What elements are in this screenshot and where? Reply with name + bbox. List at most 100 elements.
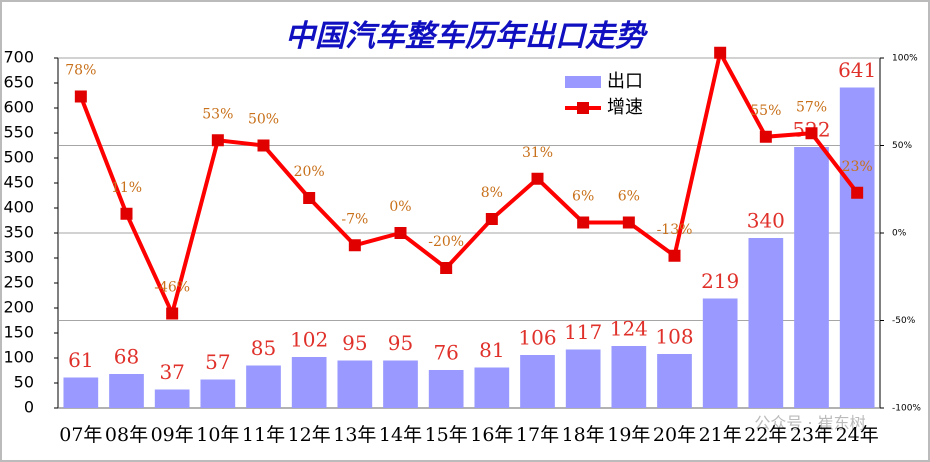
y-tick-label: 200 [3, 298, 34, 317]
bar-value-label: 219 [701, 269, 739, 293]
x-tick-label: 11年 [242, 424, 285, 446]
line-value-label: 8% [481, 185, 503, 201]
x-tick-label: 21年 [699, 424, 742, 446]
line-marker [74, 90, 87, 103]
y-tick-label: 550 [3, 123, 34, 142]
y-tick-label: 350 [3, 223, 34, 242]
bar-value-label: 117 [564, 320, 602, 344]
y-tick-label: 0 [24, 398, 34, 417]
line-value-label: 0% [389, 199, 411, 215]
line-marker [257, 139, 270, 152]
x-tick-label: 19年 [607, 424, 650, 446]
y-tick-label: 450 [3, 173, 34, 192]
line-marker [440, 262, 453, 274]
bar-value-label: 81 [479, 338, 504, 362]
line-marker [120, 207, 133, 220]
bar [109, 374, 144, 408]
line-value-label: 57% [796, 99, 827, 115]
y-tick-label: 500 [3, 148, 34, 167]
bar [291, 357, 327, 408]
x-tick-label: 24年 [836, 424, 879, 446]
line [78, 47, 859, 320]
x-tick-label: 20年 [653, 424, 696, 446]
legend-swatch [577, 102, 589, 114]
bar-value-label: 85 [251, 336, 276, 360]
line-marker [394, 227, 407, 239]
y-tick-label: 650 [3, 73, 34, 92]
bar-value-label: 61 [68, 348, 93, 372]
x-tick-label: 17年 [516, 424, 559, 446]
bar [154, 389, 190, 408]
line-value-label: -13% [657, 222, 693, 238]
bar [337, 360, 373, 408]
bar [794, 147, 829, 408]
y-tick-label: 400 [3, 198, 34, 217]
line-value-label: 11% [111, 180, 142, 196]
y2-tick-label: 50% [892, 141, 912, 151]
legend-label: 增速 [607, 97, 643, 118]
line-value-label: -20% [428, 234, 464, 250]
x-tick-label: 23年 [790, 424, 833, 446]
x-tick-label: 13年 [333, 424, 376, 446]
bar-value-label: 95 [388, 331, 413, 355]
line-marker [668, 249, 681, 262]
bar-value-label: 124 [610, 317, 648, 341]
line-marker [348, 239, 361, 252]
y2-tick-label: -50% [892, 316, 916, 326]
line-marker [577, 216, 590, 229]
bar [520, 355, 555, 408]
line-value-label: 6% [618, 189, 640, 205]
bar [63, 377, 99, 408]
bar-value-label: 641 [838, 58, 876, 82]
line-marker [714, 46, 727, 59]
y-tick-label: 150 [3, 323, 34, 342]
y2-tick-label: -100% [892, 404, 921, 414]
bar-value-label: 68 [114, 345, 139, 369]
y-tick-label: 100 [3, 348, 34, 367]
watermark: 公众号 · 崔东树 [754, 414, 865, 433]
chart-title: 中国汽车整车历年出口走势 [285, 19, 649, 54]
y-tick-label: 700 [3, 48, 34, 67]
bar [428, 370, 464, 408]
line-value-label: 50% [248, 112, 279, 128]
line-value-label: 53% [202, 106, 233, 122]
bar-value-label: 76 [433, 341, 458, 365]
x-tick-label: 08年 [105, 424, 148, 446]
line-value-label: 20% [294, 164, 325, 180]
bar [246, 365, 281, 408]
line-value-label: 78% [65, 63, 96, 79]
line-marker [211, 134, 224, 147]
bar [839, 87, 875, 408]
line-value-label: -7% [341, 211, 368, 227]
line-value-label: 31% [522, 145, 553, 161]
x-tick-label: 18年 [562, 424, 605, 446]
line-value-label: -46% [154, 280, 190, 296]
x-tick-label: 15年 [425, 424, 468, 446]
bar-value-label: 37 [159, 360, 184, 384]
x-tick-label: 16年 [470, 424, 513, 446]
y-tick-label: 50 [14, 373, 34, 392]
line-marker [759, 130, 772, 143]
bar-value-label: 102 [290, 328, 328, 352]
bar-value-label: 57 [205, 350, 230, 374]
line-marker [485, 213, 498, 225]
y2-tick-label: 100% [892, 54, 918, 64]
bar [383, 360, 418, 408]
legend-label: 出口 [607, 71, 643, 92]
line-value-label: 55% [750, 103, 781, 119]
x-tick-label: 07年 [59, 424, 102, 446]
y-tick-label: 300 [3, 248, 34, 267]
bar-value-label: 95 [342, 331, 367, 355]
x-tick-label: 14年 [379, 424, 422, 446]
y-tick-label: 250 [3, 273, 34, 292]
bar-value-label: 106 [518, 326, 556, 350]
bar-value-label: 340 [747, 209, 785, 233]
bar [474, 367, 510, 408]
y2-tick-label: 0% [892, 229, 907, 239]
line-value-label: 6% [572, 189, 594, 205]
y-tick-label: 600 [3, 98, 34, 117]
line-value-label: 23% [842, 159, 873, 175]
bar [200, 379, 236, 408]
bar [657, 354, 692, 408]
x-tick-label: 22年 [744, 424, 787, 446]
